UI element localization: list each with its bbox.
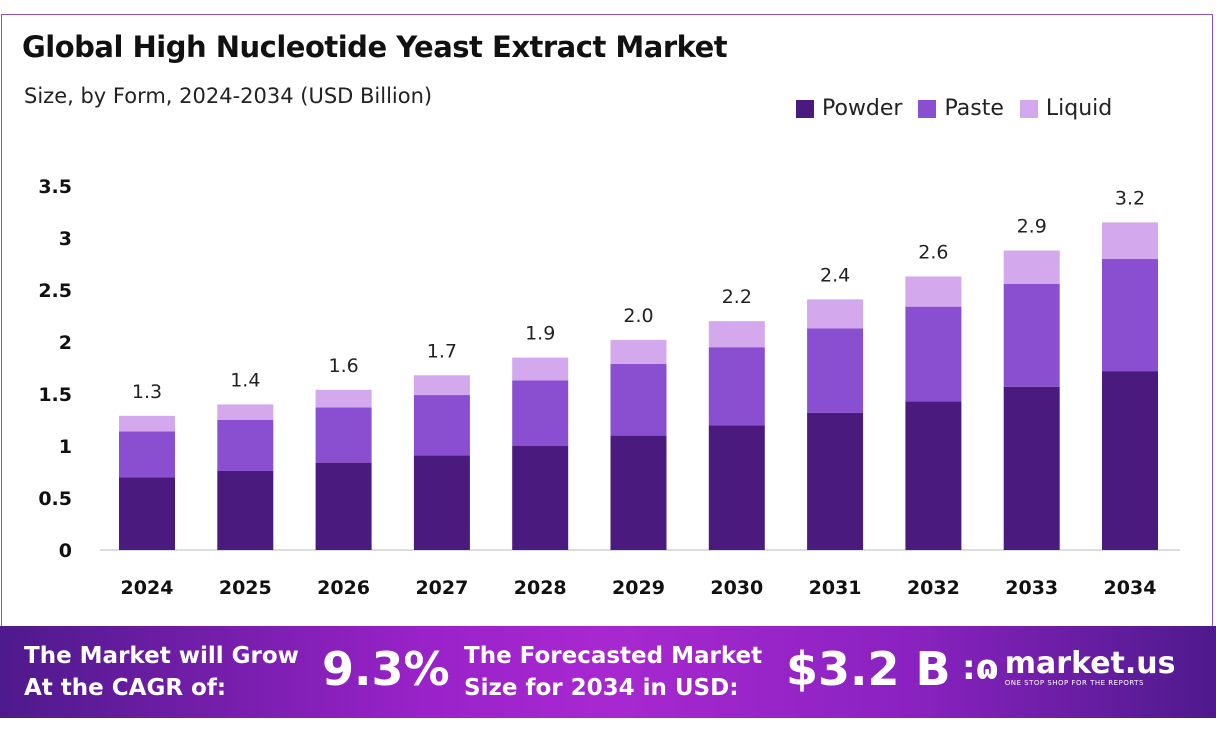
forecast-label: The Forecasted Market Size for 2034 in US… <box>464 643 763 701</box>
y-tick-label: 3.5 <box>38 176 72 198</box>
chart-subtitle: Size, by Form, 2024-2034 (USD Billion) <box>24 84 433 108</box>
legend: Powder Paste Liquid <box>796 96 1112 121</box>
total-label: 1.9 <box>525 323 555 345</box>
x-tick-label: 2032 <box>907 577 960 599</box>
bar-powder-2028 <box>512 446 569 550</box>
bar-powder-2027 <box>413 455 470 550</box>
total-label: 2.0 <box>623 305 653 327</box>
bar-liquid-2025 <box>217 404 274 420</box>
legend-swatch <box>1019 99 1038 118</box>
bar-powder-2029 <box>610 435 667 550</box>
bar-liquid-2033 <box>1003 250 1060 284</box>
x-tick-label: 2025 <box>219 577 272 599</box>
bar-paste-2034 <box>1102 258 1158 372</box>
y-tick-label: 0.5 <box>38 488 72 510</box>
forecast-value: $3.2 B <box>786 642 951 696</box>
bar-paste-2032 <box>905 306 962 402</box>
bar-liquid-2034 <box>1102 222 1158 259</box>
bar-liquid-2027 <box>413 375 470 396</box>
bar-chart: 0 0.5 1 1.5 2 2.5 3 3.5 1.3 2024 1.4 2025 1.6 2026 1.7… <box>38 176 1180 599</box>
bar-paste-2029 <box>610 363 667 436</box>
total-label: 2.6 <box>918 241 948 263</box>
y-tick-label: 1 <box>59 436 72 458</box>
bar-liquid-2029 <box>610 339 667 364</box>
bar-paste-2027 <box>413 395 470 456</box>
x-tick-label: 2030 <box>710 577 763 599</box>
bar-paste-2024 <box>119 431 175 478</box>
total-label: 1.7 <box>427 340 457 362</box>
bar-powder-2026 <box>315 462 372 550</box>
bar-liquid-2026 <box>315 389 372 408</box>
x-tick-label: 2034 <box>1104 577 1157 599</box>
bar-paste-2031 <box>807 328 864 413</box>
bar-powder-2025 <box>217 470 274 550</box>
legend-swatch <box>796 99 814 118</box>
bar-liquid-2030 <box>708 321 765 348</box>
bar-liquid-2032 <box>905 276 962 307</box>
chart-title: Global High Nucleotide Yeast Extract Mar… <box>22 30 728 64</box>
bar-powder-2033 <box>1003 386 1060 550</box>
bar-liquid-2028 <box>512 357 569 381</box>
cagr-value: 9.3% <box>322 642 450 696</box>
bar-paste-2030 <box>708 347 765 426</box>
chart-frame <box>1 14 1213 626</box>
bar-paste-2028 <box>512 380 569 446</box>
logo-mark-icon: :ɷ <box>962 648 999 688</box>
legend-item-paste: Paste <box>918 96 1004 121</box>
x-tick-label: 2028 <box>514 577 567 599</box>
total-label: 2.2 <box>722 286 752 308</box>
legend-swatch <box>918 99 937 118</box>
bar-powder-2034 <box>1102 371 1158 550</box>
total-label: 3.2 <box>1115 187 1145 209</box>
total-label: 1.6 <box>328 355 358 377</box>
bar-powder-2031 <box>807 412 864 550</box>
bar-liquid-2031 <box>807 299 864 329</box>
legend-item-powder: Powder <box>796 96 902 121</box>
x-tick-label: 2024 <box>121 577 174 599</box>
cagr-label: The Market will Grow At the CAGR of: <box>24 643 299 701</box>
x-tick-label: 2031 <box>809 577 862 599</box>
x-tick-label: 2026 <box>317 577 370 599</box>
total-label: 1.4 <box>230 369 260 391</box>
footer-banner: The Market will Grow At the CAGR of: 9.3%… <box>0 626 1216 718</box>
bar-liquid-2024 <box>119 415 175 432</box>
x-tick-label: 2027 <box>415 577 468 599</box>
logo-name: market.us <box>1004 646 1176 681</box>
y-tick-label: 0 <box>59 540 72 562</box>
x-tick-label: 2029 <box>612 577 665 599</box>
legend-item-liquid: Liquid <box>1019 96 1113 121</box>
legend-label: Powder <box>822 96 903 121</box>
legend-label: Paste <box>944 96 1004 121</box>
logo-tagline: ONE STOP SHOP FOR THE REPORTS <box>1004 679 1144 687</box>
bar-paste-2025 <box>217 420 274 471</box>
total-label: 2.4 <box>820 264 850 286</box>
y-tick-label: 3 <box>59 228 72 250</box>
y-tick-label: 2 <box>59 332 72 354</box>
y-tick-label: 2.5 <box>38 280 72 302</box>
x-tick-label: 2033 <box>1005 577 1058 599</box>
total-label: 1.3 <box>132 381 162 403</box>
y-tick-label: 1.5 <box>38 384 72 406</box>
market-us-logo: :ɷ market.us ONE STOP SHOP FOR THE REPORT… <box>962 648 1176 688</box>
bar-powder-2032 <box>905 401 962 550</box>
bar-powder-2030 <box>708 425 765 550</box>
bar-paste-2033 <box>1003 283 1060 387</box>
total-label: 2.9 <box>1017 215 1047 237</box>
bar-powder-2024 <box>119 477 175 550</box>
bar-paste-2026 <box>315 407 372 463</box>
legend-label: Liquid <box>1045 96 1113 121</box>
